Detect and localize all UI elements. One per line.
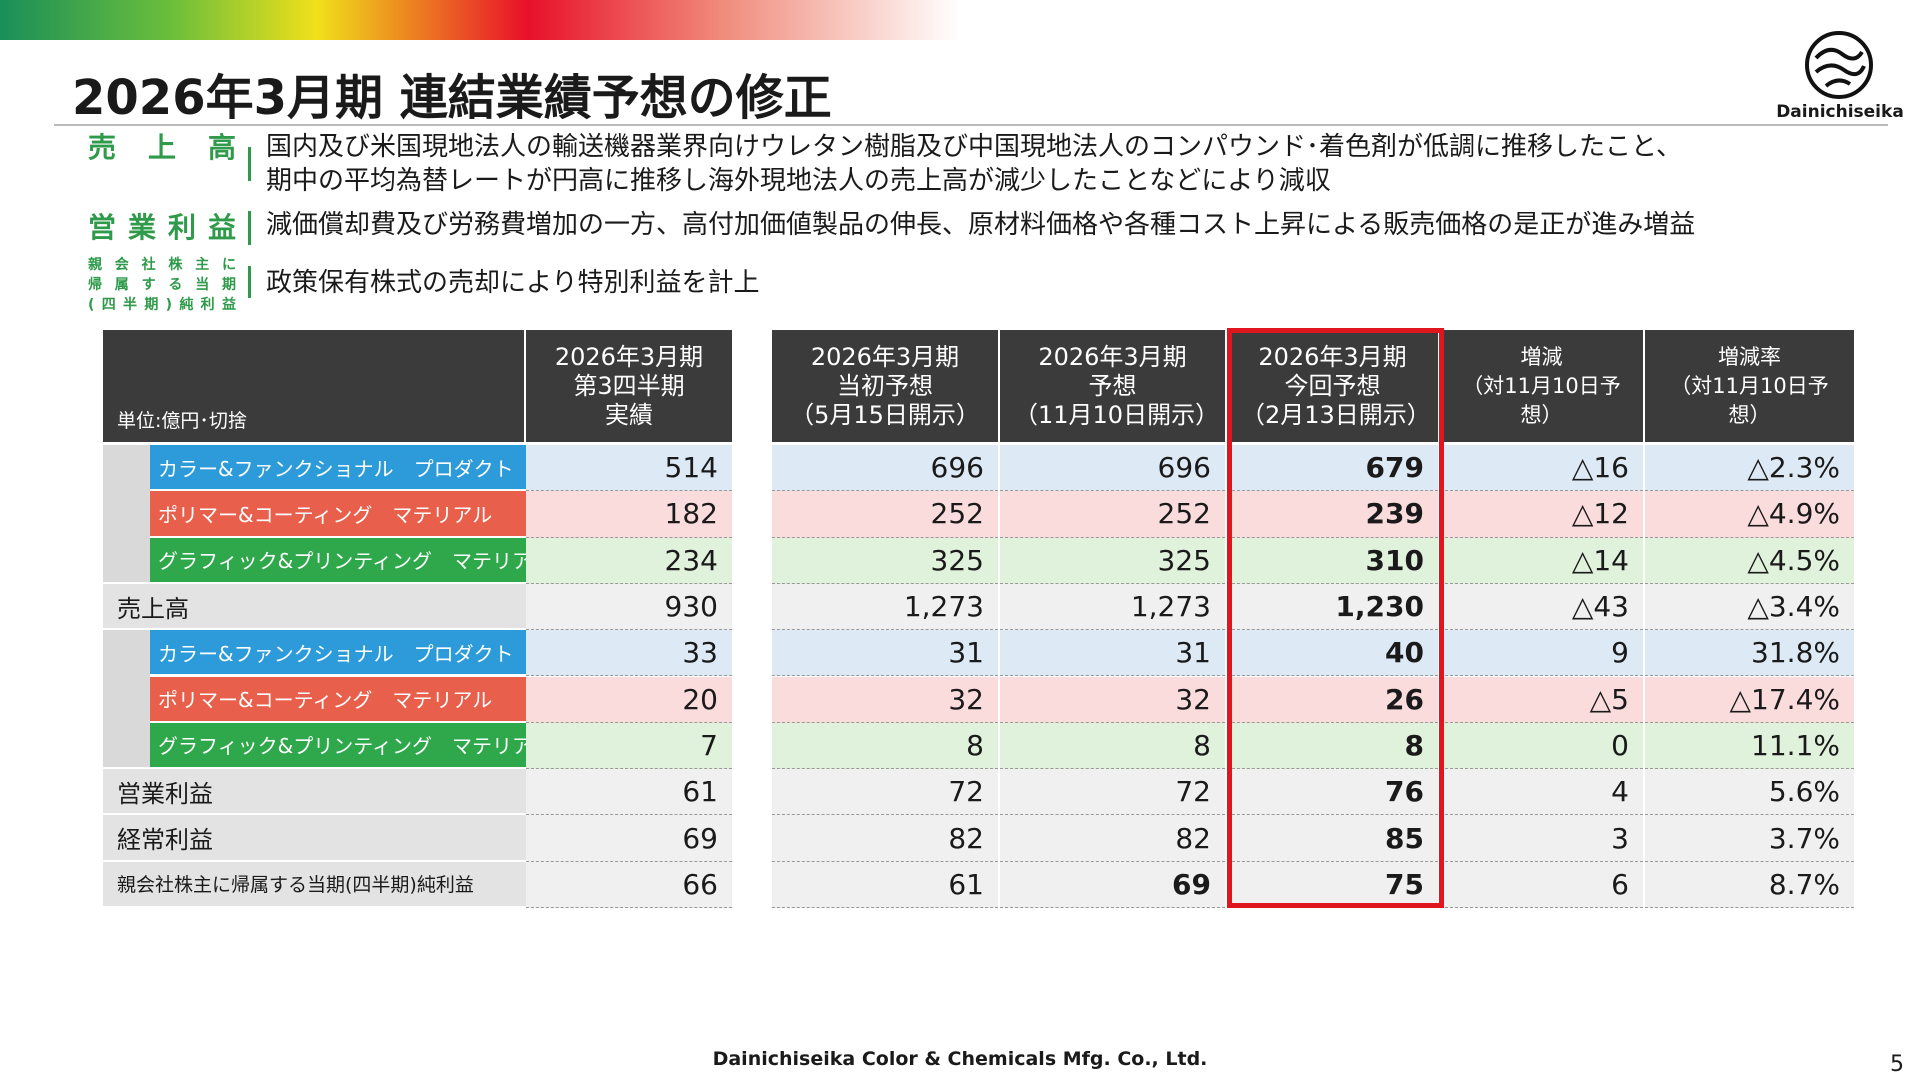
logo-text: Dainichiseika <box>1776 102 1904 122</box>
table-cell: 8 <box>1000 722 1225 770</box>
indent-block <box>103 630 150 768</box>
table-cell: 61 <box>772 861 998 908</box>
gradient-bar <box>0 0 960 40</box>
note-bar <box>248 211 251 245</box>
table-cell: 72 <box>772 769 998 816</box>
table-cell: 252 <box>772 491 998 538</box>
table-cell: 31 <box>772 630 998 677</box>
table-cell: 325 <box>772 537 998 584</box>
column-header: 2026年3月期 今回予想 （2月13日開示） <box>1227 330 1440 442</box>
row-label: グラフィック&プリンティング マテリアル <box>150 537 552 582</box>
table-cell: 31 <box>1000 630 1225 677</box>
note-bar <box>248 266 251 298</box>
table-cell: 32 <box>772 676 998 723</box>
table-cell: 3 <box>1440 815 1643 862</box>
table-cell: 3.7% <box>1645 815 1854 862</box>
table-cell: 8 <box>1227 722 1438 770</box>
table-cell: 82 <box>1000 815 1225 862</box>
table-cell: △4.5% <box>1645 537 1854 584</box>
table-cell: 234 <box>526 537 732 584</box>
table-cell: 69 <box>1000 861 1225 908</box>
table-cell: 5.6% <box>1645 769 1854 816</box>
table-cell: 72 <box>1000 769 1225 816</box>
table-cell: 69 <box>526 815 732 862</box>
row-label: 親会社株主に帰属する当期(四半期)純利益 <box>103 861 526 906</box>
note-label: 営業利益 <box>88 211 236 244</box>
note-text: 国内及び米国現地法人の輸送機器業界向けウレタン樹脂及び中国現地法人のコンパウンド… <box>266 132 1682 196</box>
table-cell: 20 <box>526 676 732 723</box>
row-label: グラフィック&プリンティング マテリアル <box>150 722 552 768</box>
table-cell: △16 <box>1440 445 1643 492</box>
column-header: 2026年3月期 当初予想 （5月15日開示） <box>772 330 1000 442</box>
table-cell: 239 <box>1227 491 1438 538</box>
column-header: 2026年3月期 予想 （11月10日開示） <box>1000 330 1227 442</box>
table-cell: △3.4% <box>1645 583 1854 631</box>
table-cell: 26 <box>1227 676 1438 723</box>
table-cell: 696 <box>772 445 998 492</box>
column-header: 2026年3月期 第3四半期 実績 <box>526 330 734 442</box>
table-cell: △17.4% <box>1645 676 1854 723</box>
table-cell: 85 <box>1227 815 1438 862</box>
table-cell: 9 <box>1440 630 1643 677</box>
table-cell: 82 <box>772 815 998 862</box>
table-cell: 1,273 <box>1000 583 1225 631</box>
table-cell: 40 <box>1227 630 1438 677</box>
row-label: カラー&ファンクショナル プロダクト <box>150 630 526 675</box>
table-cell: 32 <box>1000 676 1225 723</box>
table-cell: 325 <box>1000 537 1225 584</box>
table-cell: 1,273 <box>772 583 998 631</box>
table-cell: 182 <box>526 491 732 538</box>
table-cell: △4.9% <box>1645 491 1854 538</box>
unit-header: 単位:億円･切捨 <box>103 330 526 442</box>
table-cell: 8 <box>772 722 998 770</box>
note-bar <box>248 147 251 181</box>
table-cell: 514 <box>526 445 732 492</box>
page-number: 5 <box>1890 1052 1904 1077</box>
table-cell: 33 <box>526 630 732 677</box>
logo-mark <box>1805 31 1873 99</box>
slide-title: 2026年3月期 連結業績予想の修正 <box>72 70 832 126</box>
table-cell: 4 <box>1440 769 1643 816</box>
note-text: 減価償却費及び労務費増加の一方、高付加価値製品の伸長、原材料価格や各種コスト上昇… <box>266 210 1696 240</box>
table-cell: 8.7% <box>1645 861 1854 908</box>
table-cell: 0 <box>1440 722 1643 770</box>
table-cell: △5 <box>1440 676 1643 723</box>
table-cell: 930 <box>526 583 732 631</box>
table-cell: △12 <box>1440 491 1643 538</box>
note-label: 売上高 <box>88 131 236 164</box>
row-label: カラー&ファンクショナル プロダクト <box>150 445 526 490</box>
table-cell: 6 <box>1440 861 1643 908</box>
table-cell: 31.8% <box>1645 630 1854 677</box>
row-label: 営業利益 <box>103 769 526 814</box>
row-label: ポリマー&コーティング マテリアル <box>150 491 526 536</box>
title-rule <box>54 124 1888 126</box>
table-cell: 1,230 <box>1227 583 1438 631</box>
row-label: 売上高 <box>103 583 526 629</box>
table-cell: 66 <box>526 861 732 908</box>
table-cell: △2.3% <box>1645 445 1854 492</box>
table-cell: 61 <box>526 769 732 816</box>
indent-block <box>103 445 150 582</box>
column-header: 増減率 （対11月10日予想） <box>1645 330 1856 442</box>
table-cell: 696 <box>1000 445 1225 492</box>
row-label: ポリマー&コーティング マテリアル <box>150 676 526 721</box>
table-cell: 76 <box>1227 769 1438 816</box>
table-cell: 7 <box>526 722 732 770</box>
column-header: 増減 （対11月10日予想） <box>1440 330 1645 442</box>
table-cell: △14 <box>1440 537 1643 584</box>
row-label: 経常利益 <box>103 815 526 860</box>
note-label: 親会社株主に 帰属する当期 (四半期)純利益 <box>88 257 236 313</box>
table-cell: 11.1% <box>1645 722 1854 770</box>
highlight-box <box>1227 328 1444 908</box>
table-cell: 310 <box>1227 537 1438 584</box>
footer-company: Dainichiseika Color & Chemicals Mfg. Co.… <box>712 1048 1208 1070</box>
note-text: 政策保有株式の売却により特別利益を計上 <box>266 268 760 298</box>
table-cell: 679 <box>1227 445 1438 492</box>
table-cell: △43 <box>1440 583 1643 631</box>
table-cell: 252 <box>1000 491 1225 538</box>
